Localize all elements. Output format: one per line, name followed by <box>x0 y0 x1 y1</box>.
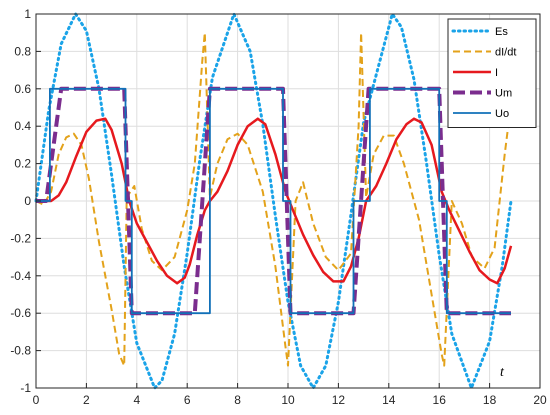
y-tick-label: -0.4 <box>10 269 31 283</box>
legend-label: Es <box>495 26 508 38</box>
x-tick-label: 16 <box>433 393 447 407</box>
legend-label: I <box>495 67 498 79</box>
x-tick-label: 12 <box>332 393 346 407</box>
x-tick-label: 0 <box>33 393 40 407</box>
y-tick-label: 0.4 <box>14 119 31 133</box>
y-tick-label: 0.2 <box>14 157 31 171</box>
x-tick-label: 2 <box>83 393 90 407</box>
y-tick-label: -1 <box>20 381 31 395</box>
series-group <box>34 12 513 390</box>
y-tick-label: 0 <box>24 194 31 208</box>
legend-label: dI/dt <box>495 47 516 59</box>
series-line-0 <box>34 12 513 390</box>
x-tick-label: 4 <box>133 393 140 407</box>
y-tick-label: 1 <box>24 7 31 21</box>
series-line-1 <box>35 31 512 367</box>
x-tick-label: 8 <box>234 393 241 407</box>
x-axis-label: t <box>500 365 505 380</box>
x-tick-label: 10 <box>281 393 295 407</box>
x-tick-label: 18 <box>483 393 497 407</box>
series-line-4 <box>36 87 511 315</box>
y-tick-label: -0.2 <box>10 231 31 245</box>
series-line-2 <box>36 117 513 285</box>
y-tick-label: 0.8 <box>14 44 31 58</box>
x-tick-label: 14 <box>382 393 396 407</box>
x-tick-label: 20 <box>533 393 547 407</box>
legend: Es dI/dt I Um Uo <box>447 18 537 128</box>
y-tick-label: -0.8 <box>10 344 31 358</box>
x-tick-label: 6 <box>184 393 191 407</box>
y-tick-label: 0.6 <box>14 82 31 96</box>
legend-label: Um <box>495 88 512 100</box>
legend-label: Uo <box>495 108 509 120</box>
y-tick-label: -0.6 <box>10 306 31 320</box>
axis-ticks: 0 2 4 6 8 10 12 14 16 18 20 -1 -0.8 -0.6 -0.4 -0.2 0 0.2 0… <box>10 7 547 407</box>
